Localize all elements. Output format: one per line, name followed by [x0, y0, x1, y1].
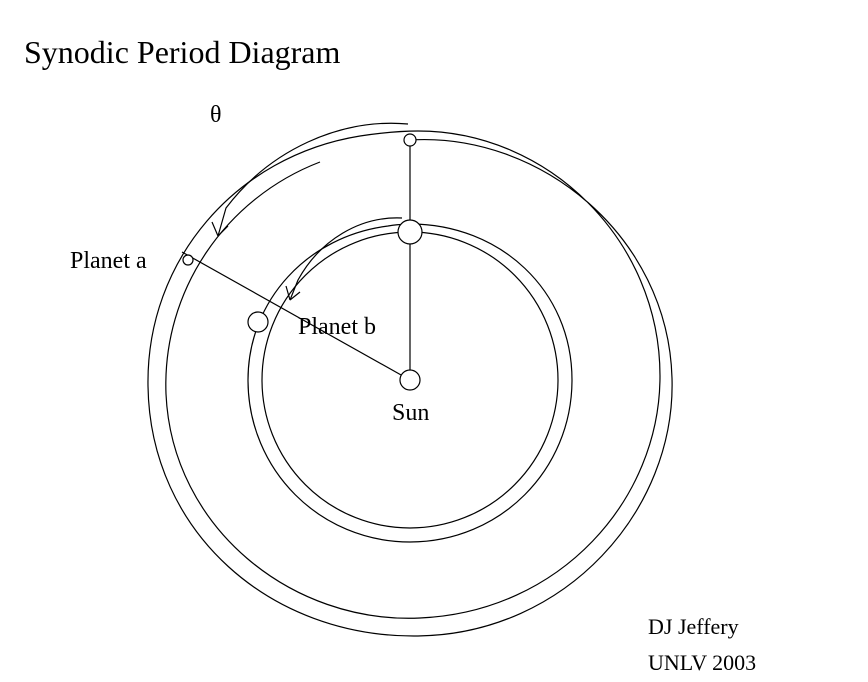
- theta-label: θ: [210, 102, 222, 129]
- planet-a-final-icon: [183, 255, 193, 265]
- credit-affil: UNLV 2003: [648, 650, 756, 676]
- page-title: Synodic Period Diagram: [24, 34, 340, 71]
- sun-label: Sun: [392, 400, 429, 427]
- planet-b-label: Planet b: [298, 314, 376, 341]
- planet-b-initial-icon: [398, 220, 422, 244]
- planet-b-final-icon: [248, 312, 268, 332]
- diagram-canvas: Synodic Period Diagram θ Planet a Planet…: [0, 0, 868, 682]
- planet-a-initial-icon: [404, 134, 416, 146]
- planet-a-label: Planet a: [70, 248, 147, 275]
- credit-author: DJ Jeffery: [648, 614, 739, 640]
- sun-icon: [400, 370, 420, 390]
- orbit-svg: [0, 0, 868, 682]
